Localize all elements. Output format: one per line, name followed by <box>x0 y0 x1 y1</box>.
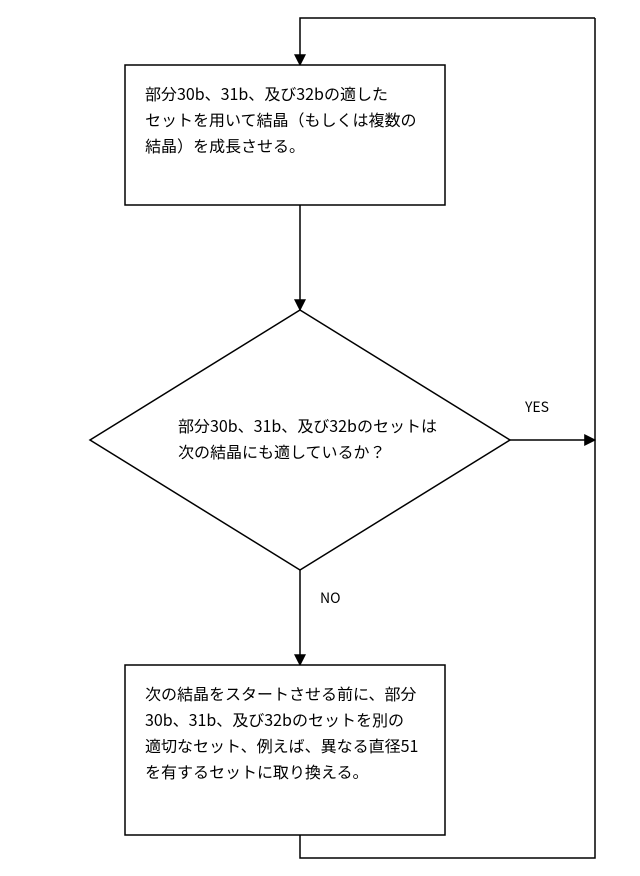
node-text-process_grow-line2: 結晶）を成長させる。 <box>145 133 305 157</box>
node-text-process_grow-line0: 部分30b、31b、及び32bの適した <box>145 81 388 105</box>
node-text-decision_suitable-line1: 次の結晶にも適しているか？ <box>178 439 386 463</box>
node-text-process_replace-line2: 適切なセット、例えば、異なる直径51 <box>145 733 418 757</box>
node-text-process_grow-line1: セットを用いて結晶（もしくは複数の <box>145 107 417 131</box>
edge-label-decision_no: NO <box>320 588 341 608</box>
node-text-process_replace-line1: 30b、31b、及び32bのセットを別の <box>145 707 404 731</box>
node-text-process_replace-line0: 次の結晶をスタートさせる前に、部分 <box>145 681 417 705</box>
edge-label-decision_yes: YES <box>524 397 549 417</box>
edge-loop_in <box>300 18 595 65</box>
node-text-decision_suitable-line0: 部分30b、31b、及び32bのセットは <box>178 413 437 437</box>
node-text-process_replace-line3: を有するセットに取り換える。 <box>145 759 369 783</box>
